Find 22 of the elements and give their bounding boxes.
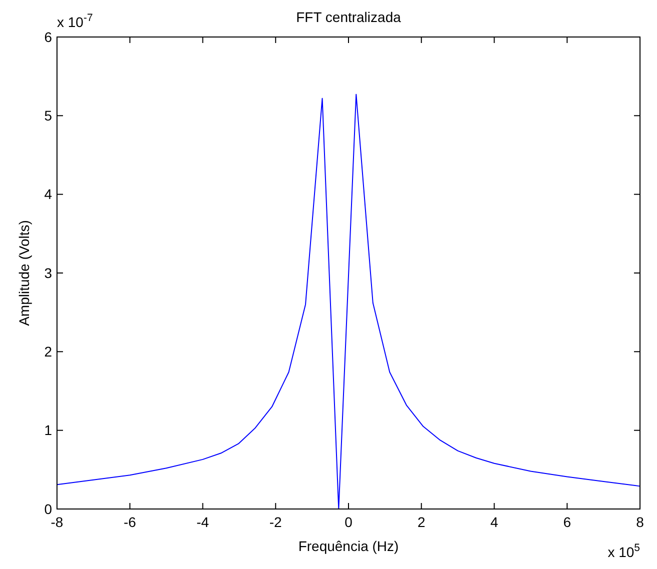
x-tick-label: -6 bbox=[124, 514, 136, 530]
x-tick-label: 2 bbox=[417, 514, 426, 530]
y-axis-title: Amplitude (Volts) bbox=[16, 220, 32, 326]
y-tick-label: 4 bbox=[44, 186, 52, 202]
y-tick-label: 6 bbox=[44, 28, 52, 45]
text: x 10$^{5}$ bbox=[608, 542, 640, 560]
chart-title: FFT centralizada bbox=[296, 9, 402, 25]
line-series bbox=[56, 94, 640, 510]
x-tick-label: -8 bbox=[50, 514, 64, 530]
text: x 10$^{-7}$ bbox=[57, 12, 93, 30]
y-tick-label: 3 bbox=[44, 264, 52, 281]
x-tick-label: 0 bbox=[344, 514, 353, 530]
x-tick-label: 8 bbox=[636, 514, 644, 530]
y-tick-label: 0 bbox=[44, 500, 52, 517]
x-tick-label: -2 bbox=[269, 514, 282, 530]
x-axis-title: Frequência (Hz) bbox=[298, 538, 399, 554]
x-tick-label: 6 bbox=[563, 514, 572, 530]
y-tick-label: 5 bbox=[44, 108, 52, 124]
x-tick-label: -4 bbox=[196, 514, 210, 530]
y-tick-label: 2 bbox=[44, 344, 52, 360]
x-tick-label: 4 bbox=[490, 514, 498, 530]
y-tick-label: 1 bbox=[44, 422, 52, 438]
